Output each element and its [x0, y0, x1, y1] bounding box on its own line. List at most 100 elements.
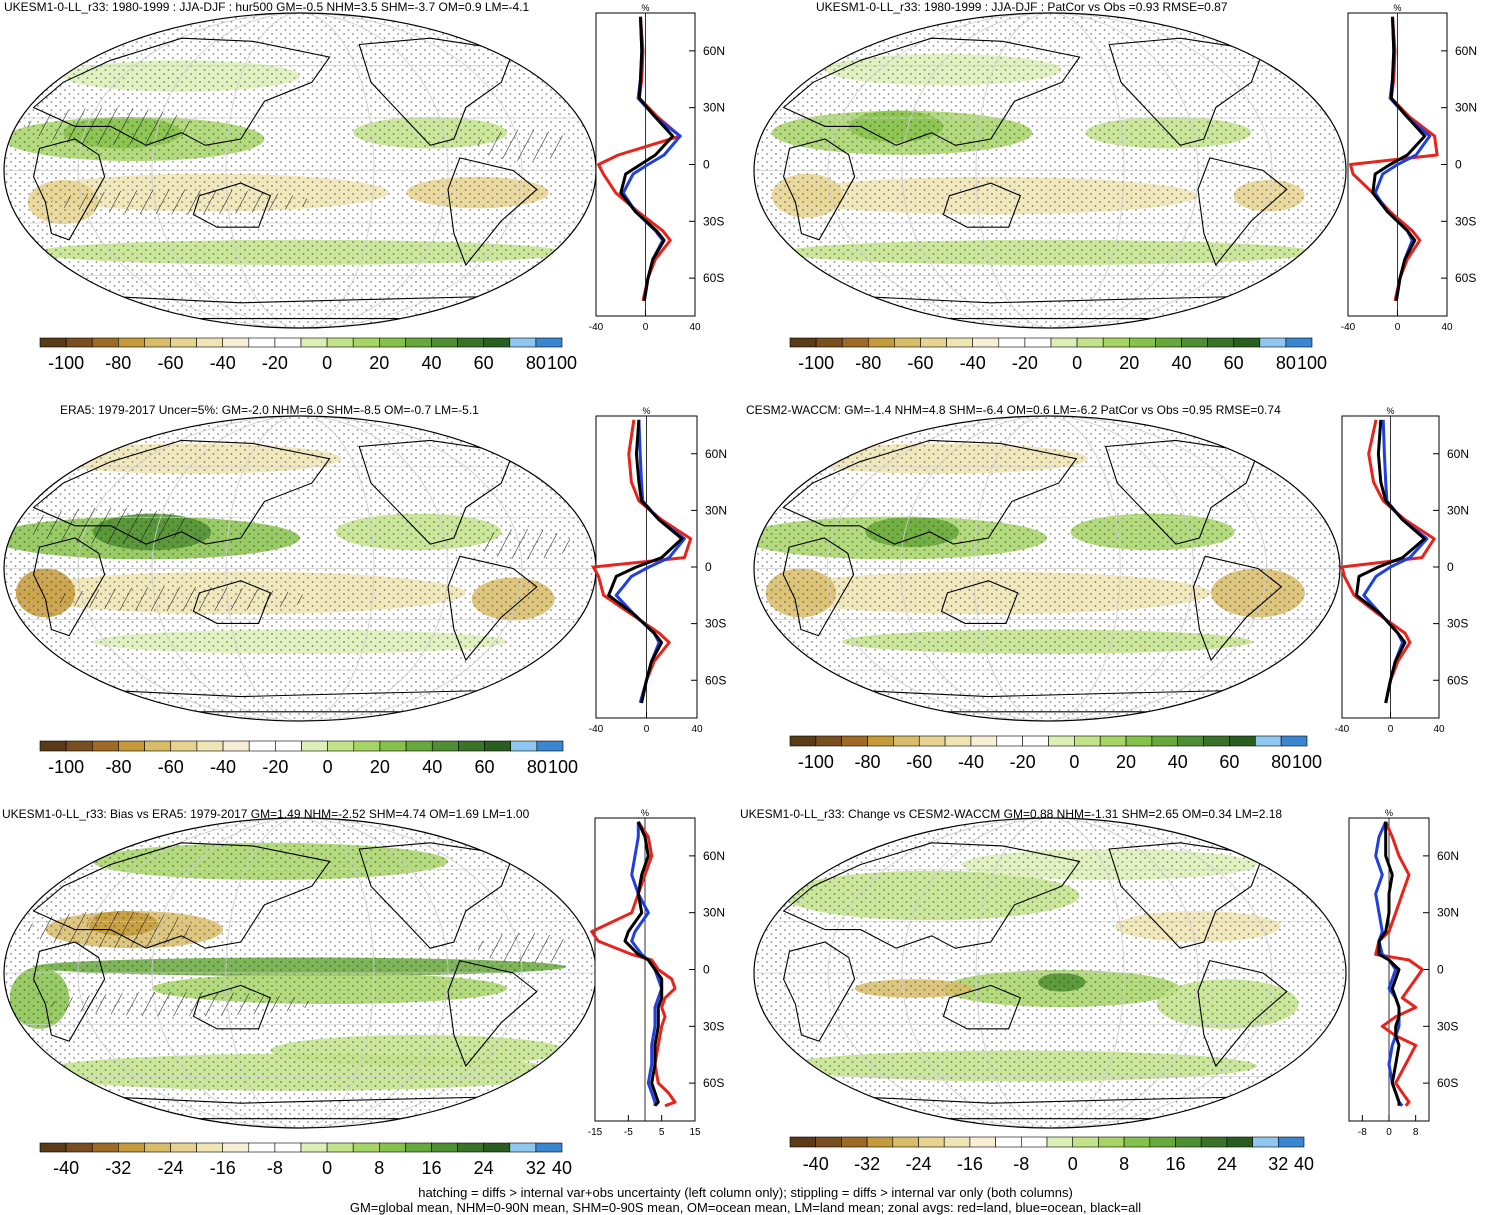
profile-y-tick-label: 30S	[1455, 214, 1476, 228]
profile-line-ocean	[1374, 821, 1404, 1107]
panel-title-1: UKESM1-0-LL_r33: 1980-1999 : JJA-DJF : h…	[4, 0, 530, 14]
colorbar-bin	[39, 740, 67, 752]
colorbar-bin	[248, 740, 276, 752]
profile-y-tick-label: 30S	[705, 617, 726, 631]
profile-x-tick-label: -40	[1341, 322, 1356, 333]
profile-unit-label: %	[1385, 808, 1393, 818]
colorbar-bin	[815, 1136, 842, 1148]
profile-x-tick-label: 40	[689, 322, 701, 333]
colorbar-label: 20	[369, 353, 389, 373]
profile-y-tick-label: 60N	[705, 447, 727, 461]
colorbar-bin	[510, 740, 538, 752]
footer-line-2: GM=global mean, NHM=0-90N mean, SHM=0-90…	[349, 1200, 1142, 1215]
colorbar-1: -100 -80 -60 -40 -20 0 20 40 60 80 100	[39, 337, 577, 373]
colorbar-bin	[1255, 735, 1282, 747]
profile-x-tick-label: -5	[624, 1127, 633, 1138]
colorbar-label: -60	[906, 752, 932, 772]
colorbar-bin	[483, 1142, 511, 1153]
colorbar-bin	[65, 337, 93, 348]
colorbar-bin	[301, 740, 328, 752]
profile-y-tick-label: 60S	[703, 271, 724, 285]
profile-x-tick-label: 0	[1395, 322, 1401, 333]
colorbar-bin	[458, 740, 485, 752]
colorbar-bin	[536, 740, 564, 752]
colorbar-label: -40	[210, 757, 236, 777]
profile-line-all	[1371, 16, 1427, 302]
colorbar-label: 0	[322, 1158, 332, 1178]
colorbar-bin	[789, 337, 817, 348]
profile-unit-label: %	[642, 406, 650, 416]
profile-unit-label: %	[1393, 3, 1401, 13]
colorbar-bin	[1102, 337, 1130, 348]
profile-x-tick-label: -40	[589, 724, 604, 735]
colorbar-label: 80	[527, 757, 547, 777]
profile-unit-label: %	[641, 808, 649, 818]
colorbar-label: -32	[105, 1158, 131, 1178]
colorbar-label: -8	[267, 1158, 283, 1178]
map-border	[753, 415, 1341, 722]
colorbar-bin	[326, 1142, 354, 1153]
colorbar-bin	[1123, 1136, 1151, 1148]
colorbar-label: -20	[1010, 752, 1036, 772]
profile-y-tick-label: 60N	[1455, 44, 1477, 58]
colorbar-bin	[248, 337, 276, 348]
profile-x-tick-label: 0	[1388, 724, 1394, 735]
profile-line-all	[1377, 821, 1401, 1106]
colorbar-bin	[222, 740, 250, 752]
colorbar-bin	[920, 337, 947, 348]
colorbar-bin	[196, 337, 224, 348]
colorbar-bin	[1072, 1136, 1099, 1148]
profile-x-tick-label: 15	[689, 1127, 701, 1138]
colorbar-bin	[222, 1142, 250, 1153]
colorbar-bin	[327, 740, 355, 752]
profile-unit-label: %	[641, 3, 649, 13]
colorbar-bin	[274, 337, 302, 348]
colorbar-label: -100	[798, 752, 834, 772]
profile-line-all	[623, 821, 664, 1107]
colorbar-bin	[405, 740, 433, 752]
colorbar-bin	[535, 337, 563, 348]
colorbar-bin	[867, 735, 894, 747]
profile-y-tick-label: 60N	[1437, 849, 1459, 863]
profile-x-tick-label: 0	[1386, 1127, 1392, 1138]
colorbar-bin	[483, 337, 511, 348]
colorbar-bin	[431, 337, 458, 348]
profile-y-tick-label: 30N	[703, 101, 725, 115]
colorbar-bin	[1155, 337, 1182, 348]
profile-y-tick-label: 0	[703, 963, 710, 977]
colorbar-bin	[893, 735, 920, 747]
colorbar-label: -60	[158, 757, 184, 777]
colorbar-label: 40	[421, 353, 441, 373]
colorbar-bin	[1076, 337, 1104, 348]
colorbar-3: -100 -80 -60 -40 -20 0 20 40 60 80 100	[39, 740, 578, 777]
colorbar-bin	[326, 337, 354, 348]
colorbar-bin	[894, 337, 921, 348]
colorbar-label: -40	[803, 1154, 829, 1174]
profile-y-tick-label: 60S	[703, 1076, 724, 1090]
panel-title-2: UKESM1-0-LL_r33: 1980-1999 : JJA-DJF : P…	[816, 0, 1228, 14]
panel-title-3: ERA5: 1979-2017 Uncer=5%: GM=-2.0 NHM=6.…	[60, 403, 479, 417]
map-border	[753, 12, 1347, 329]
colorbar-label: -80	[855, 752, 881, 772]
colorbar-label: 0	[323, 757, 333, 777]
colorbar-bin	[996, 735, 1023, 747]
graticule	[754, 818, 1346, 1128]
colorbar-label: -24	[905, 1154, 931, 1174]
colorbar-label: -100	[48, 757, 84, 777]
colorbar-bin	[405, 337, 432, 348]
colorbar-bin	[118, 1142, 145, 1153]
profile-y-tick-label: 0	[1437, 963, 1444, 977]
colorbar-bin	[379, 740, 407, 752]
colorbar-bin	[1125, 735, 1153, 747]
map-border	[753, 817, 1347, 1129]
profile-y-tick-label: 0	[703, 158, 710, 172]
colorbar-label: 8	[374, 1158, 384, 1178]
colorbar-bin	[352, 337, 380, 348]
colorbar-bin	[65, 1142, 93, 1153]
colorbar-bin	[484, 740, 511, 752]
colorbar-label: 100	[1297, 353, 1327, 373]
profile-x-tick-label: -15	[588, 1127, 603, 1138]
profile-y-tick-label: 60N	[703, 44, 725, 58]
colorbar-bin	[867, 337, 895, 348]
profile-y-tick-label: 0	[1455, 158, 1462, 172]
